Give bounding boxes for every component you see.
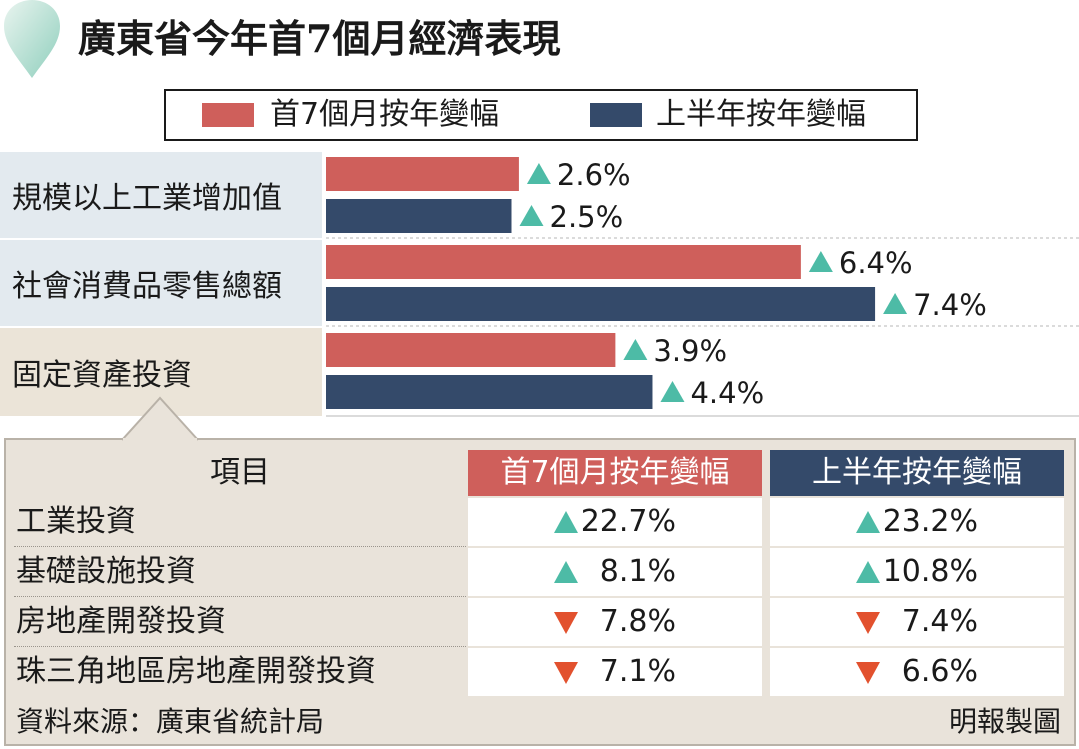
table-cell-c2: 23.2% xyxy=(770,498,1064,546)
up-triangle-icon xyxy=(660,381,685,402)
table-row-label: 珠三角地區房地產開發投資 xyxy=(16,654,376,689)
table-cell-c2: 10.8% xyxy=(770,548,1064,596)
up-triangle-icon xyxy=(883,293,908,314)
table-cell-c1: 8.1% xyxy=(468,548,762,596)
table-cell-c2: 6.6% xyxy=(770,648,1064,696)
legend-swatch-series2 xyxy=(590,103,642,127)
data-label-series2-0: 2.5% xyxy=(550,200,624,234)
page-title: 廣東省今年首7個月經濟表現 xyxy=(78,16,561,61)
table-cell-value: 7.1% xyxy=(599,654,676,689)
bar-series1-0 xyxy=(326,157,519,191)
up-triangle-icon xyxy=(856,511,880,533)
data-label-series1-0: 2.6% xyxy=(557,158,631,192)
table-cell-value: 7.4% xyxy=(901,604,978,639)
data-label-series1-1: 6.4% xyxy=(839,246,913,280)
teardrop-icon xyxy=(4,0,60,78)
up-triangle-icon xyxy=(856,561,880,583)
legend-label-series1: 首7個月按年變幅 xyxy=(270,97,500,132)
down-triangle-icon xyxy=(554,612,578,634)
legend-swatch-series1 xyxy=(202,103,254,127)
table-cell-value: 23.2% xyxy=(882,504,978,539)
row-divider xyxy=(14,596,466,597)
data-label-series1-2: 3.9% xyxy=(653,334,727,368)
source-note: 資料來源：廣東省統計局 xyxy=(16,705,325,738)
bar-series1-2 xyxy=(326,333,616,367)
credit-note: 明報製圖 xyxy=(948,705,1061,738)
up-triangle-icon xyxy=(519,205,544,226)
legend-label-series2: 上半年按年變幅 xyxy=(656,97,866,132)
table-cell-c1: 7.8% xyxy=(468,598,762,646)
row-divider xyxy=(14,546,466,547)
table-cell-value: 6.6% xyxy=(901,654,978,689)
row-divider xyxy=(14,646,466,647)
table-row-label: 基礎設施投資 xyxy=(16,554,196,589)
bar-series1-1 xyxy=(326,245,801,279)
table-header-series2: 上半年按年變幅 xyxy=(770,450,1064,496)
table-cell-value: 7.8% xyxy=(599,604,676,639)
table-cell-c1: 7.1% xyxy=(468,648,762,696)
bar-series2-0 xyxy=(326,199,512,233)
table-cell-value: 10.8% xyxy=(882,554,978,589)
bar-series2-2 xyxy=(326,375,653,409)
table-row-label: 房地產開發投資 xyxy=(16,604,226,639)
table-header-series1: 首7個月按年變幅 xyxy=(468,450,762,496)
table-row-label: 工業投資 xyxy=(16,504,136,539)
table-header-item: 項目 xyxy=(210,455,270,490)
table-cell-value: 22.7% xyxy=(580,504,676,539)
up-triangle-icon xyxy=(526,163,551,184)
callout-pointer xyxy=(121,396,199,442)
table-cell-c1: 22.7% xyxy=(468,498,762,546)
bar-series2-1 xyxy=(326,287,876,321)
down-triangle-icon xyxy=(554,662,578,684)
data-label-series2-1: 7.4% xyxy=(913,288,987,322)
category-label-1: 社會消費品零售總額 xyxy=(0,240,322,326)
up-triangle-icon xyxy=(554,561,578,583)
up-triangle-icon xyxy=(808,251,833,272)
up-triangle-icon xyxy=(623,339,648,360)
table-cell-value: 8.1% xyxy=(599,554,676,589)
bar-chart: 2.6% 2.5% 6.4%7.4% 3.9% 4.4% xyxy=(326,157,1079,417)
down-triangle-icon xyxy=(856,662,880,684)
chart-legend: 首7個月按年變幅 上半年按年變幅 xyxy=(164,89,918,141)
up-triangle-icon xyxy=(554,511,578,533)
data-label-series2-2: 4.4% xyxy=(690,376,764,410)
table-cell-c2: 7.4% xyxy=(770,598,1064,646)
down-triangle-icon xyxy=(856,612,880,634)
category-label-0: 規模以上工業增加值 xyxy=(0,152,322,238)
